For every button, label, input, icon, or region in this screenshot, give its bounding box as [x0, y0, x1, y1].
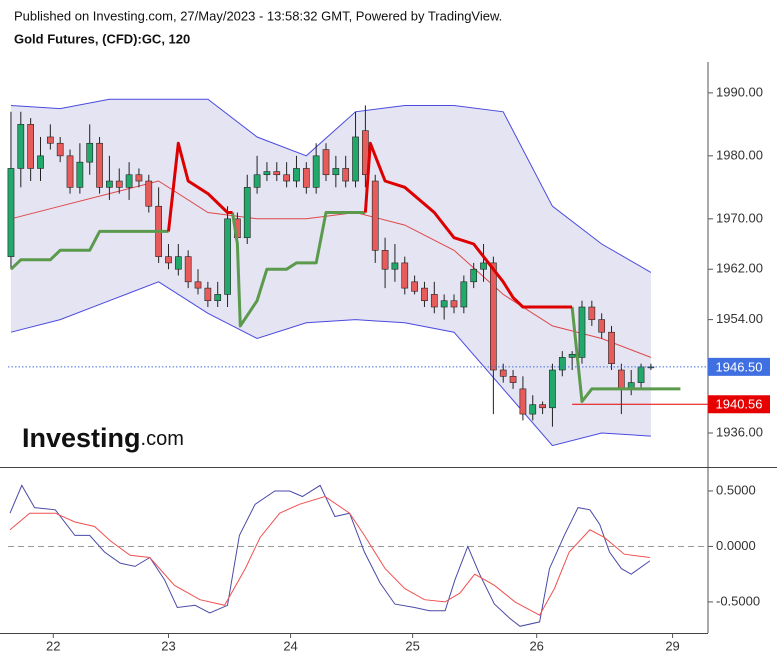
candle-body: [529, 404, 537, 415]
candle-body: [450, 300, 458, 308]
candle-body: [263, 171, 271, 176]
candle-body: [401, 262, 409, 289]
candle-body: [66, 155, 74, 188]
candle-body: [96, 142, 103, 188]
candle-body: [558, 357, 566, 371]
candle-body: [588, 306, 596, 320]
candle-body: [568, 353, 576, 358]
candle-body: [490, 262, 497, 371]
candle-body: [411, 281, 418, 292]
candle-body: [243, 187, 251, 239]
candle-body: [421, 287, 428, 302]
price-label-box: [708, 395, 770, 414]
logo-word: Investing: [22, 423, 141, 453]
candle-body: [174, 256, 182, 270]
candle-body: [224, 218, 231, 295]
x-tick-label: 29: [665, 638, 679, 653]
candle-body: [115, 180, 123, 188]
band-upper: [10, 98, 652, 273]
candle-body: [125, 174, 133, 188]
candle-body: [76, 161, 84, 188]
candle-body: [509, 376, 517, 383]
published-note: Published on Investing.com, 27/May/2023 …: [14, 8, 502, 23]
x-tick-label: 22: [46, 638, 60, 653]
candle-body: [381, 250, 389, 270]
candle-body: [539, 404, 546, 409]
y-tick-label: 1936.00: [716, 424, 763, 439]
candle-body: [145, 180, 153, 207]
candle-body: [46, 136, 54, 144]
candle-body: [293, 168, 300, 182]
candle-body: [214, 294, 222, 302]
candle-body: [460, 281, 468, 308]
candle-body: [618, 369, 625, 390]
candle-body: [204, 287, 212, 302]
y-tick-label: 0.5000: [716, 482, 756, 497]
candle-body: [253, 174, 261, 188]
candle-body: [549, 369, 556, 409]
candle-body: [371, 180, 379, 251]
candle-body: [470, 268, 478, 283]
candle-body: [332, 168, 340, 176]
candle-body: [194, 281, 202, 289]
oscillator-line: [9, 484, 651, 627]
x-tick-label: 25: [405, 638, 419, 653]
candle-body: [283, 174, 290, 182]
y-tick-label: 1954.00: [716, 311, 763, 326]
y-tick-label: 1990.00: [716, 84, 763, 99]
oscillator-line: [9, 495, 650, 616]
candle-body: [352, 136, 359, 182]
candle-body: [27, 124, 34, 169]
candle-body: [184, 256, 192, 283]
candle-body: [135, 174, 143, 182]
y-tick-label: 0.0000: [716, 538, 756, 553]
candle-body: [312, 155, 320, 188]
x-tick-label: 24: [283, 638, 297, 653]
y-tick-label: 1980.00: [716, 147, 763, 162]
candle-body: [342, 168, 350, 182]
candle-body: [499, 369, 507, 377]
price-label: 1940.56: [716, 397, 763, 412]
price-label-box: [708, 357, 770, 376]
candle-body: [37, 155, 44, 169]
candle-body: [86, 142, 94, 163]
candle-body: [578, 306, 586, 358]
candle-body: [273, 171, 281, 176]
candle-body: [608, 331, 615, 365]
supertrend-line: [167, 141, 573, 309]
logo: Investing.com: [22, 423, 184, 453]
x-tick-label: 26: [529, 638, 543, 653]
candle-body: [56, 142, 64, 157]
supertrend-line: [9, 211, 681, 403]
y-tick-label: 1970.00: [716, 210, 763, 225]
candle-body: [598, 319, 606, 333]
candle-body: [165, 256, 172, 264]
candle-body: [480, 262, 487, 270]
y-tick-label: 1962.00: [716, 261, 763, 276]
candle-body: [430, 294, 438, 308]
x-tick-label: 23: [161, 638, 175, 653]
candle-body: [17, 124, 25, 169]
price-label: 1946.50: [716, 359, 763, 374]
candle-body: [106, 180, 113, 188]
candle-body: [391, 262, 399, 270]
candle-body: [647, 366, 655, 369]
candle-body: [637, 366, 645, 383]
logo-suffix: .com: [141, 428, 184, 450]
candle-body: [7, 168, 15, 257]
candle-body: [440, 300, 448, 308]
chart-title: Gold Futures, (CFD):GC, 120: [14, 31, 190, 46]
candle-body: [302, 168, 310, 188]
band-middle: [10, 180, 652, 358]
candle-body: [519, 388, 527, 415]
candle-body: [322, 149, 330, 176]
band-lower: [10, 281, 651, 447]
y-tick-label: -0.5000: [716, 593, 760, 608]
